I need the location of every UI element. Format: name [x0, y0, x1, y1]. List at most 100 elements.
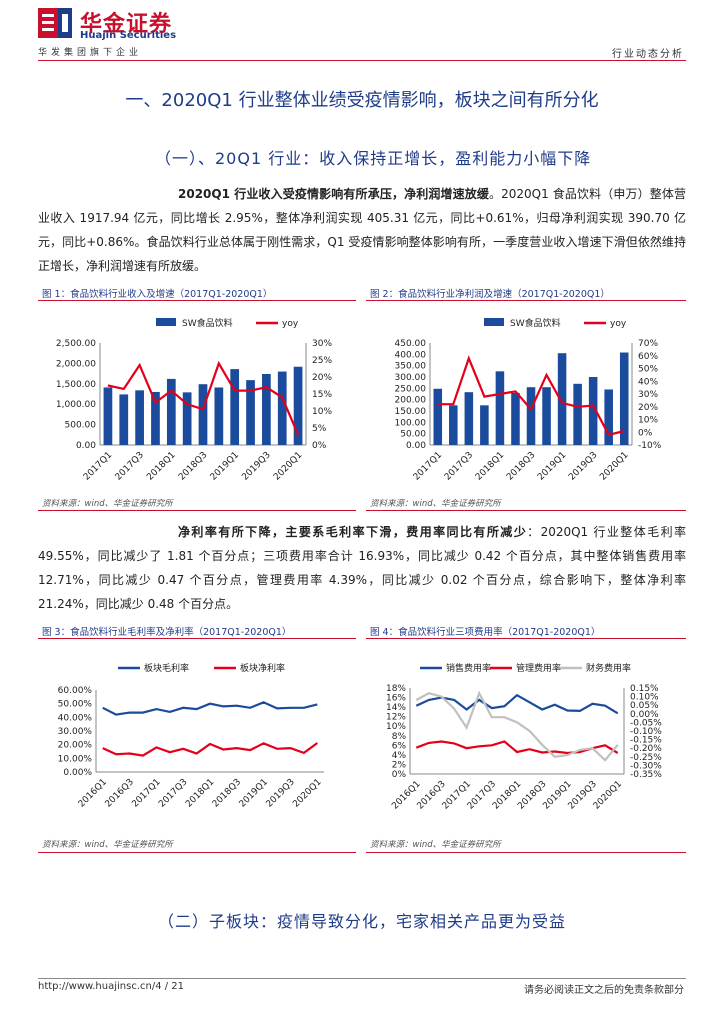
y-right-tick-label: 0%	[638, 428, 653, 438]
x-tick-label: 2018Q3	[211, 777, 243, 809]
paragraph-2-body: ：2020Q1 行业整体毛利率 49.55%，同比减少了 1.81 个百分点；三…	[38, 525, 686, 611]
bar	[542, 387, 551, 445]
y-right-tick-label: 20%	[312, 373, 332, 383]
y-left-tick-label: 14%	[386, 703, 406, 713]
y-right-tick-label: -0.10%	[630, 727, 662, 737]
figure-1-rule	[38, 300, 356, 301]
bar	[262, 374, 271, 445]
y-right-tick-label: 10%	[312, 407, 332, 417]
x-tick-label: 2017Q1	[130, 777, 162, 809]
x-tick-label: 2019Q1	[209, 450, 241, 482]
x-tick-label: 2017Q1	[82, 450, 114, 482]
y-left-tick-label: 2%	[392, 760, 407, 770]
bar	[103, 387, 113, 445]
y-left-tick-label: 8%	[392, 732, 407, 742]
y-left-tick-label: 6%	[392, 741, 407, 751]
y-left-tick-label: 2,500.00	[56, 339, 96, 349]
x-tick-label: 2019Q3	[240, 450, 272, 482]
x-tick-label: 2020Q1	[272, 450, 304, 482]
y-right-tick-label: -0.25%	[630, 753, 662, 763]
legend-label: 板块毛利率	[144, 662, 189, 674]
bar	[604, 389, 613, 445]
footer-url: http://www.huajinsc.cn/4 / 21	[38, 981, 185, 992]
y-left-tick-label: 350.00	[395, 362, 427, 372]
figure-3-source: 资料来源：wind、华金证券研究所	[42, 840, 173, 850]
y-left-tick-label: 60.00%	[58, 686, 93, 696]
legend-label: 销售费用率	[446, 662, 491, 674]
y-right-tick-label: 0.05%	[630, 701, 659, 711]
y-left-tick-label: 300.00	[395, 373, 427, 383]
x-tick-label: 2018Q1	[474, 450, 506, 482]
y-left-tick-label: 150.00	[395, 407, 427, 417]
y-right-tick-label: 70%	[638, 339, 658, 349]
x-tick-label: 2019Q3	[567, 450, 599, 482]
y-left-tick-label: 0.00	[76, 441, 96, 451]
subsection-heading-2: （二）子板块：疫情导致分化，宅家相关产品更为受益	[158, 912, 567, 931]
y-right-tick-label: 5%	[312, 424, 327, 434]
paragraph-1: 2020Q1 行业收入受疫情影响有所承压，净利润增速放缓。2020Q1 食品饮料…	[38, 182, 686, 278]
x-tick-label: 2019Q3	[265, 777, 297, 809]
bar	[135, 390, 144, 445]
brand-name-english: Huajin Securities	[80, 30, 177, 41]
legend-label: 板块净利率	[240, 662, 285, 674]
legend-swatch	[484, 318, 504, 326]
y-left-tick-label: 30.00%	[58, 727, 93, 737]
x-tick-label: 2018Q3	[505, 450, 537, 482]
legend-label: SW食品饮料	[182, 317, 233, 329]
series-line	[415, 693, 619, 715]
x-tick-label: 2016Q1	[77, 777, 109, 809]
brand-tagline: 华发集团旗下企业	[38, 48, 143, 58]
legend-label: yoy	[610, 319, 627, 329]
legend-label: 管理费用率	[516, 662, 561, 674]
subsection-heading-1: （一）、20Q1 行业：收入保持正增长，盈利能力小幅下降	[155, 149, 592, 168]
bar	[573, 383, 582, 445]
y-right-tick-label: -0.05%	[630, 718, 662, 728]
figure-2-title: 图 2：食品饮料行业净利润及增速（2017Q1-2020Q1）	[370, 289, 610, 300]
figure-2-chart: 0.0050.00100.00150.00200.00250.00300.003…	[395, 317, 662, 483]
y-left-tick-label: 10%	[386, 722, 406, 732]
bar	[293, 366, 303, 445]
footer-disclaimer: 请务必阅读正文之后的免责条款部分	[524, 985, 684, 996]
y-left-tick-label: 100.00	[395, 418, 427, 428]
legend-swatch	[156, 318, 176, 326]
x-tick-label: 2018Q1	[145, 450, 177, 482]
figure-1-bottom-rule	[38, 510, 356, 511]
y-right-tick-label: 60%	[638, 352, 658, 362]
bar	[166, 378, 176, 445]
bar	[151, 391, 160, 445]
y-left-tick-label: 500.00	[65, 421, 97, 431]
y-left-tick-label: 1,500.00	[56, 380, 96, 390]
y-left-tick-label: 200.00	[395, 396, 427, 406]
figure-4-bottom-rule	[366, 852, 686, 853]
y-left-tick-label: 40.00%	[58, 713, 93, 723]
y-right-tick-label: -0.35%	[630, 770, 662, 780]
bar	[464, 392, 474, 445]
figure-2-source: 资料来源：wind、华金证券研究所	[370, 499, 501, 509]
x-tick-label: 2019Q1	[536, 450, 568, 482]
y-right-tick-label: -0.20%	[630, 744, 662, 754]
y-right-tick-label: 30%	[638, 390, 658, 400]
x-tick-label: 2020Q1	[598, 450, 630, 482]
bar	[277, 371, 287, 445]
x-tick-label: 2017Q3	[157, 777, 189, 809]
x-tick-label: 2020Q1	[291, 777, 323, 809]
bar	[230, 369, 240, 445]
series-line	[107, 360, 300, 436]
bar	[557, 353, 567, 445]
paragraph-2-lead: 净利率有所下降，主要系毛利率下滑，费用率同比有所减少	[178, 525, 528, 539]
bar	[214, 387, 224, 445]
bar	[182, 392, 192, 445]
figure-1-chart: 0.00 500.00 1,000.00 1,500.00 2,000.00 2,500.…	[56, 317, 333, 483]
figure-4-chart: 0%2%4%6%8%10%12%14%16%18%-0.35%-0.30%-0.…	[386, 662, 662, 812]
figure-2-bottom-rule	[366, 510, 686, 511]
y-right-tick-label: 25%	[312, 356, 332, 366]
brand-name: 华金证券	[80, 12, 173, 37]
footer-divider	[38, 978, 686, 979]
figure-4-rule	[366, 638, 686, 639]
figure-3-chart: 0.00% 10.00% 20.00% 30.00% 40.00% 50.00% 60.00…	[58, 662, 324, 810]
legend-label: 财务费用率	[586, 662, 631, 674]
y-right-tick-label: 50%	[638, 365, 658, 375]
y-right-tick-label: 0%	[312, 441, 327, 451]
bar	[198, 384, 208, 445]
figure-1-source: 资料来源：wind、华金证券研究所	[42, 499, 173, 509]
